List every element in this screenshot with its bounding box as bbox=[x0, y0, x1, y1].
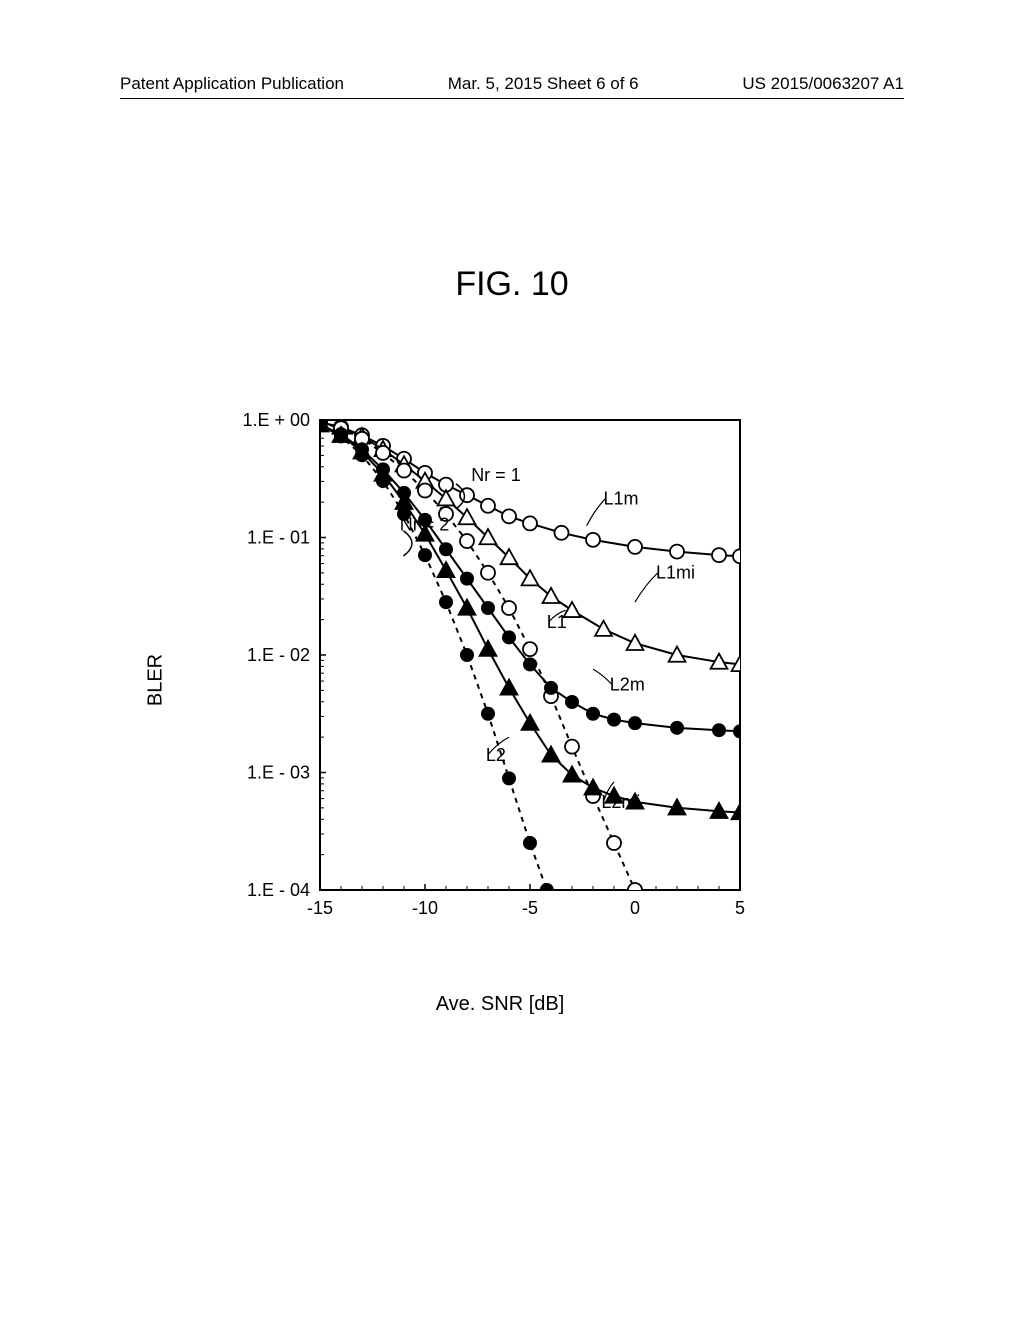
svg-text:L1mi: L1mi bbox=[656, 563, 695, 583]
patent-header: Patent Application Publication Mar. 5, 2… bbox=[0, 74, 1024, 94]
header-rule bbox=[120, 98, 904, 99]
svg-text:-15: -15 bbox=[307, 898, 333, 918]
svg-text:1.E - 01: 1.E - 01 bbox=[247, 528, 310, 548]
bler-chart: BLER 1.E - 041.E - 031.E - 021.E - 011.E… bbox=[200, 400, 800, 960]
svg-text:Nr = 1: Nr = 1 bbox=[471, 465, 521, 485]
y-axis-label: BLER bbox=[145, 654, 168, 706]
svg-text:Nr = 2: Nr = 2 bbox=[400, 514, 450, 534]
figure-title: FIG. 10 bbox=[0, 265, 1024, 304]
header-left: Patent Application Publication bbox=[120, 74, 344, 94]
header-center: Mar. 5, 2015 Sheet 6 of 6 bbox=[448, 74, 639, 94]
chart-svg: 1.E - 04 1.E - 03 1.E - 02 1.E - 01 1.E + 00… bbox=[200, 400, 800, 940]
svg-text:L2m: L2m bbox=[610, 674, 645, 694]
svg-text:1.E + 00: 1.E + 00 bbox=[242, 410, 310, 430]
svg-text:0: 0 bbox=[630, 898, 640, 918]
x-axis-label: Ave. SNR [dB] bbox=[200, 993, 800, 1016]
svg-text:5: 5 bbox=[735, 898, 745, 918]
svg-text:1.E - 03: 1.E - 03 bbox=[247, 763, 310, 783]
svg-text:-10: -10 bbox=[412, 898, 438, 918]
svg-text:1.E - 04: 1.E - 04 bbox=[247, 880, 310, 900]
svg-text:L1m: L1m bbox=[604, 489, 639, 509]
header-right: US 2015/0063207 A1 bbox=[742, 74, 904, 94]
svg-text:-5: -5 bbox=[522, 898, 538, 918]
svg-text:L2mi: L2mi bbox=[601, 792, 640, 812]
svg-text:L2: L2 bbox=[486, 745, 506, 765]
svg-text:1.E - 02: 1.E - 02 bbox=[247, 645, 310, 665]
